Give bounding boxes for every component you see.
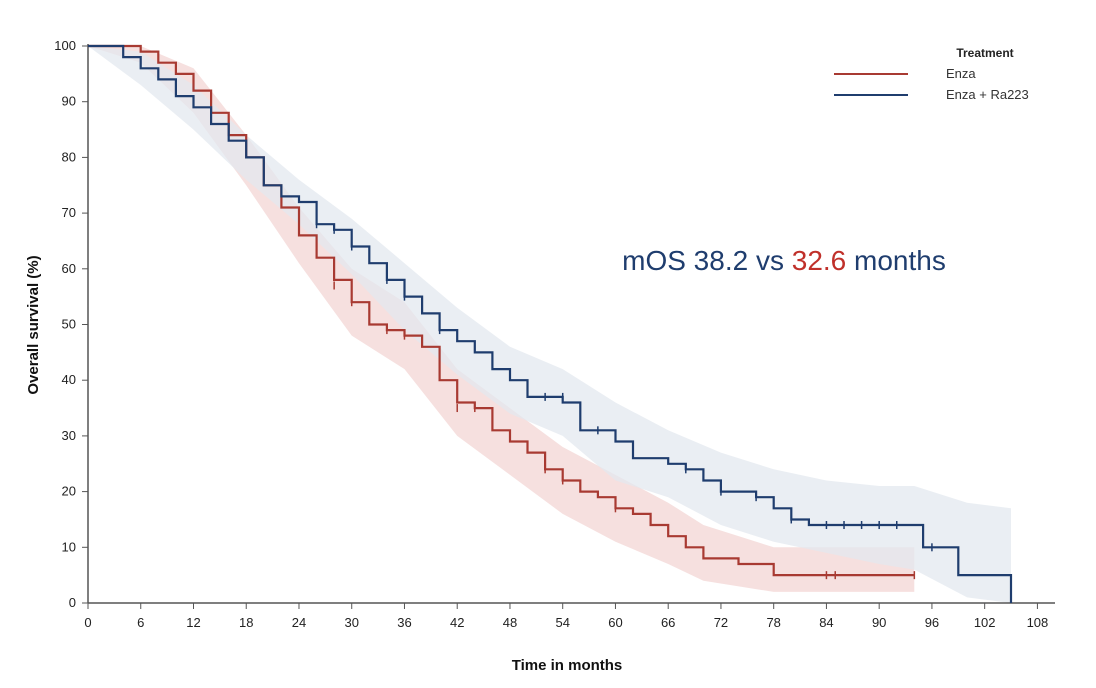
x-tick-label: 78 (766, 615, 780, 630)
y-tick-label: 30 (62, 428, 76, 443)
series-lines (88, 44, 1013, 603)
median-os-enza: 32.6 (792, 245, 847, 276)
x-tick-label: 108 (1027, 615, 1049, 630)
y-tick-label: 20 (62, 484, 76, 499)
x-tick-label: 24 (292, 615, 306, 630)
median-os-suffix: months (846, 245, 946, 276)
axes (87, 44, 1055, 604)
series-line-enza (88, 44, 915, 577)
x-tick-label: 0 (84, 615, 91, 630)
y-tick-label: 60 (62, 261, 76, 276)
y-tick-label: 50 (62, 317, 76, 332)
x-tick-label: 102 (974, 615, 996, 630)
confidence-bands (88, 46, 1011, 603)
y-tick-label: 70 (62, 205, 76, 220)
x-tick-label: 18 (239, 615, 253, 630)
ci-band-enza-ra223 (88, 46, 1011, 603)
legend: Treatment Enza Enza + Ra223 (834, 46, 1029, 102)
y-axis-title: Overall survival (%) (25, 255, 42, 394)
y-ticks: 0 10 20 30 40 50 60 70 80 90 100 (54, 38, 88, 610)
x-ticks: 0 6 12 18 24 30 36 42 48 54 60 66 72 78 84 90 96 102 108 (84, 603, 1048, 630)
y-tick-label: 40 (62, 372, 76, 387)
x-tick-label: 36 (397, 615, 411, 630)
x-tick-label: 84 (819, 615, 833, 630)
x-tick-label: 90 (872, 615, 886, 630)
x-tick-label: 12 (186, 615, 200, 630)
y-tick-label: 100 (54, 38, 76, 53)
x-tick-label: 60 (608, 615, 622, 630)
median-os-annotation: mOS 38.2 vs 32.6 months (622, 245, 946, 276)
legend-label-enza-ra223: Enza + Ra223 (946, 87, 1029, 102)
x-tick-label: 66 (661, 615, 675, 630)
x-tick-label: 30 (344, 615, 358, 630)
x-axis-title: Time in months (512, 657, 623, 674)
x-tick-label: 48 (503, 615, 517, 630)
y-tick-label: 0 (69, 595, 76, 610)
censor-marks (315, 220, 933, 580)
x-tick-label: 96 (925, 615, 939, 630)
y-tick-label: 80 (62, 149, 76, 164)
series-line-enza-ra223 (88, 44, 1013, 603)
median-os-prefix: mOS 38.2 vs (622, 245, 792, 276)
legend-label-enza: Enza (946, 66, 976, 81)
x-tick-label: 72 (714, 615, 728, 630)
y-tick-label: 10 (62, 539, 76, 554)
x-tick-label: 42 (450, 615, 464, 630)
x-tick-label: 54 (555, 615, 569, 630)
legend-title: Treatment (956, 46, 1013, 60)
x-tick-label: 6 (137, 615, 144, 630)
y-tick-label: 90 (62, 94, 76, 109)
